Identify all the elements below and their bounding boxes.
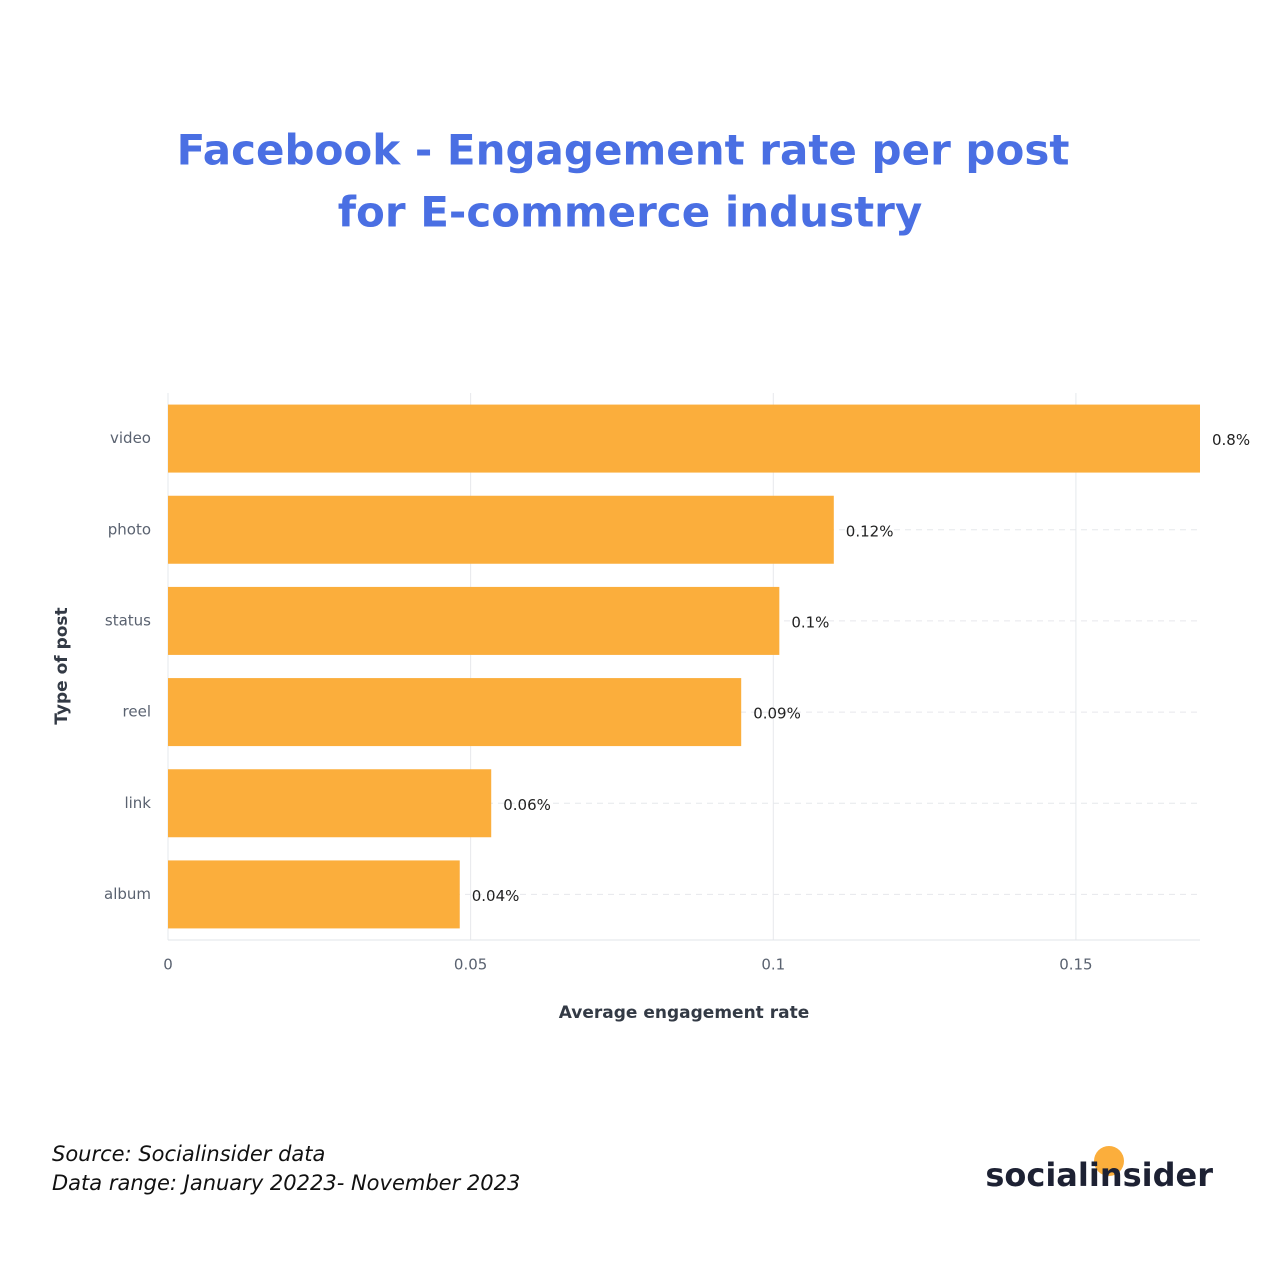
x-tick-label: 0.05 <box>454 956 487 974</box>
value-label: 0.06% <box>503 796 551 814</box>
y-axis-label: Type of post <box>52 607 72 724</box>
y-tick-label: video <box>110 429 151 447</box>
y-tick-label: album <box>104 885 151 903</box>
y-tick-label: photo <box>108 520 151 538</box>
source-note: Source: Socialinsider data <box>52 1142 325 1166</box>
value-label: 0.09% <box>753 705 801 723</box>
value-label: 0.04% <box>472 887 520 905</box>
chart-title: Facebook - Engagement rate per post <box>177 126 1070 175</box>
x-tick-label: 0 <box>163 956 173 974</box>
logo-dot <box>1094 1146 1124 1176</box>
bar <box>168 586 780 655</box>
x-tick-label: 0.15 <box>1059 956 1092 974</box>
bar <box>168 495 834 564</box>
value-label: 0.8% <box>1212 431 1250 449</box>
y-tick-label: link <box>124 794 151 812</box>
bar <box>168 404 1200 473</box>
x-axis-label: Average engagement rate <box>559 1003 810 1023</box>
bar <box>168 678 742 747</box>
bar <box>168 769 492 838</box>
range-note: Data range: January 20223- November 2023 <box>52 1171 520 1195</box>
y-tick-label: status <box>105 611 151 629</box>
value-label: 0.12% <box>846 522 894 540</box>
value-label: 0.1% <box>791 613 829 631</box>
logo: socialinsider <box>985 1156 1213 1194</box>
y-tick-label: reel <box>123 703 151 721</box>
chart-title: for E-commerce industry <box>338 188 923 237</box>
x-tick-label: 0.1 <box>761 956 785 974</box>
bar <box>168 860 460 929</box>
